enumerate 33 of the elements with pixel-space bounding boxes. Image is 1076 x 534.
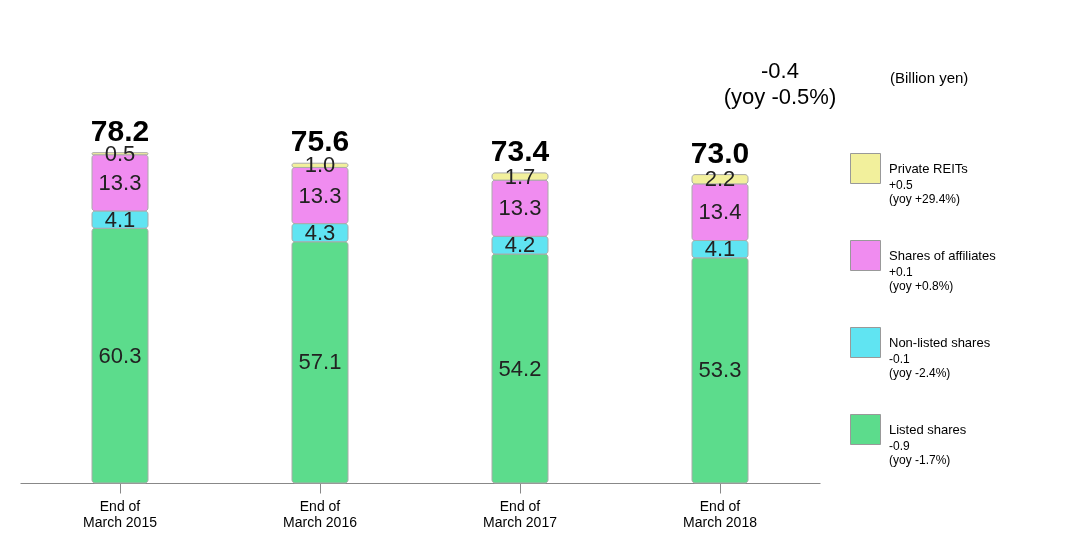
x-tick-label: End of March 2015 [83,497,158,530]
data-label: 13.3 [498,195,542,221]
data-label: 13.3 [98,169,142,195]
data-label: 60.3 [98,342,142,368]
legend-label: Non-listed shares [889,334,991,350]
data-label: 13.4 [698,199,742,225]
text: -0.1 [889,352,910,366]
x-tick-label: End of March 2018 [683,497,758,530]
data-label: 53.3 [698,357,742,383]
legend-label: Private REITs [889,160,969,176]
text: (Billion yen) [890,69,969,86]
total-label: 73.0 [690,135,750,169]
data-label: 4.2 [504,232,536,258]
legend-label: Listed shares [889,421,967,437]
legend-label: Shares of affiliates [889,247,997,263]
data-label: 57.1 [298,349,342,375]
text: (yoy +29.4%) [889,192,961,206]
text: +0.1 [889,265,914,279]
text: (yoy -0.5%) [723,84,837,109]
text: -0.4 [761,58,799,83]
data-label: 13.3 [298,182,342,208]
data-label: 4.3 [304,219,336,245]
text: (yoy -1.7%) [889,453,951,467]
text: -0.9 [889,439,910,453]
text: (yoy +0.8%) [889,279,954,293]
x-tick-label: End of March 2017 [483,497,558,530]
text: (yoy -2.4%) [889,366,951,380]
data-label: 54.2 [498,355,542,381]
text: +0.5 [889,178,914,192]
data-label: 4.1 [104,206,136,232]
x-tick-label: End of March 2016 [283,497,358,530]
data-label: 2.2 [704,166,736,192]
data-label: 4.1 [704,236,736,262]
